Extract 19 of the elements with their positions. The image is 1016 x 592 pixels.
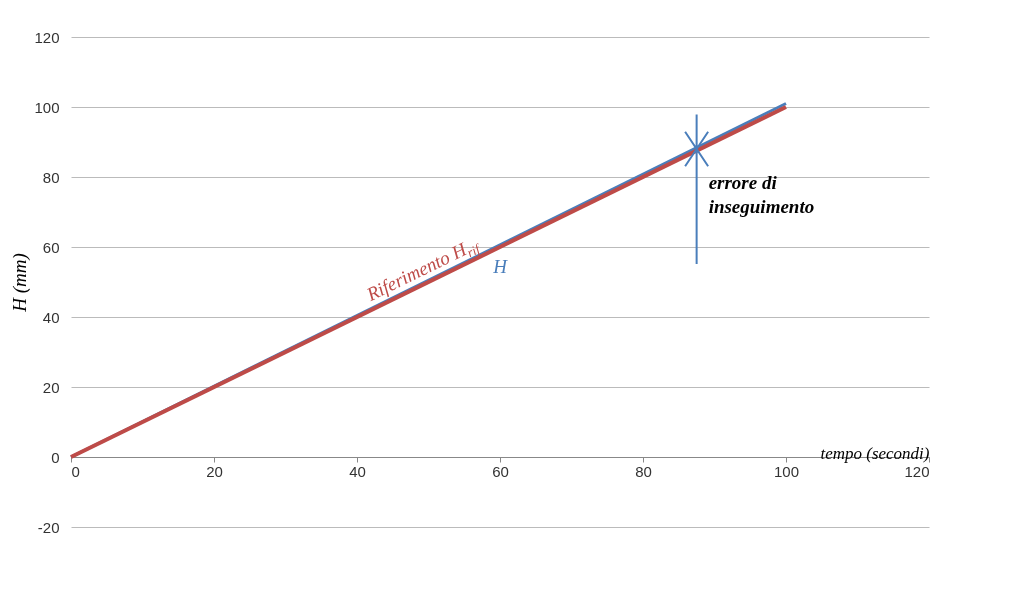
x-tick-label: 0 bbox=[71, 462, 80, 480]
x-tick-label: 120 bbox=[904, 462, 930, 480]
series-label: H bbox=[492, 255, 509, 277]
y-tick-label: 100 bbox=[34, 98, 60, 116]
y-tick-label: 0 bbox=[51, 448, 60, 466]
x-tick-label: 100 bbox=[773, 462, 800, 480]
x-axis-title: tempo (secondi) bbox=[820, 443, 930, 463]
x-tick-label: 40 bbox=[349, 462, 366, 480]
annotation: errore di inseguimento bbox=[708, 172, 815, 217]
y-tick-label: 60 bbox=[42, 238, 60, 256]
y-tick-label: 40 bbox=[42, 308, 60, 326]
y-tick-label: -20 bbox=[37, 518, 60, 536]
x-tick-label: 60 bbox=[492, 462, 509, 480]
x-tick-label: 20 bbox=[206, 462, 223, 480]
x-tick-label: 80 bbox=[635, 462, 652, 480]
y-tick-label: 80 bbox=[42, 168, 60, 186]
y-tick-label: 120 bbox=[34, 28, 60, 46]
y-axis-title: H (mm) bbox=[9, 253, 32, 313]
y-tick-label: 20 bbox=[42, 378, 60, 396]
